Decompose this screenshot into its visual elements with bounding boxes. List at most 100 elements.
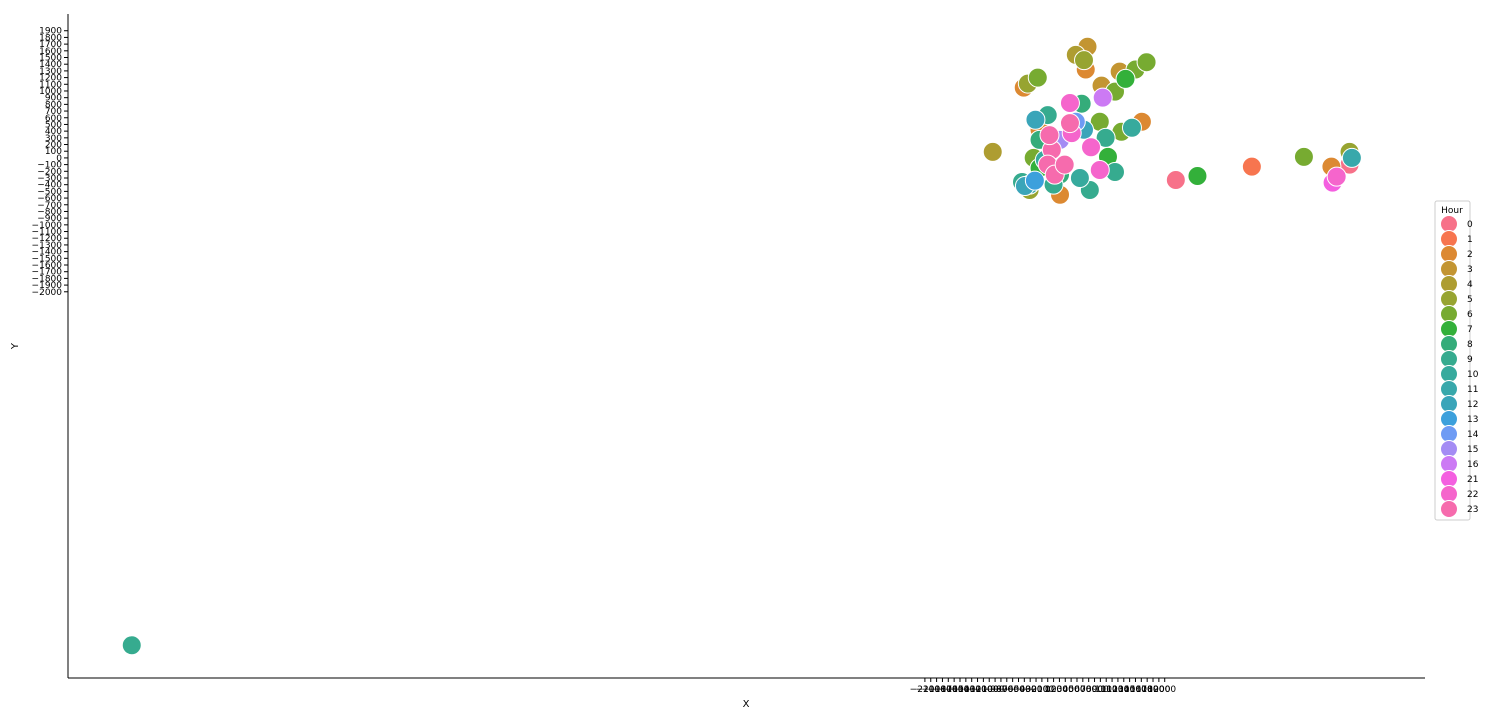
y-tick-label: −400 [37,181,62,191]
y-tick-label: 100 [45,147,62,157]
legend-swatch [1440,275,1458,293]
point [1059,93,1080,114]
x-tick-label: 1900 [1147,685,1170,695]
y-tick-label: 1200 [39,74,62,84]
legend-label: 1 [1467,235,1473,245]
y-tick-label: 200 [45,141,62,151]
x-tick-label: 900 [1092,685,1109,695]
legend-label: 21 [1467,475,1478,485]
y-tick-label: −1500 [32,254,63,264]
x-tick-label: 1800 [1142,685,1165,695]
x-tick-label: 1500 [1124,685,1147,695]
x-tick-label: 1400 [1118,685,1141,695]
x-tick-label: −800 [989,685,1014,695]
legend-label: 2 [1467,250,1473,260]
y-tick-label: 1100 [39,80,62,90]
legend-label: 16 [1467,460,1479,470]
point [1326,166,1347,187]
y-tick-label: 1500 [39,54,62,64]
y-tick-label: 800 [45,100,62,110]
point [1025,109,1046,130]
point [1027,67,1048,88]
x-tick-label: −200 [1024,685,1049,695]
point [1187,165,1208,186]
x-tick-label: −1600 [939,685,970,695]
y-tick-label: −1800 [32,274,63,284]
x-tick-label: 1600 [1130,685,1153,695]
legend-label: 12 [1467,400,1478,410]
point [1069,167,1090,188]
legend-swatch [1440,320,1458,338]
point [1073,50,1094,71]
point [1039,125,1060,146]
point [1136,52,1157,73]
x-tick-label: 800 [1086,685,1103,695]
x-tick-label: −1200 [962,685,993,695]
point [982,141,1003,162]
point [1081,137,1102,158]
x-tick-label: 200 [1051,685,1068,695]
legend-swatch [1440,470,1458,488]
y-tick-label: 400 [45,127,62,137]
legend-swatch [1440,410,1458,428]
y-tick-label: −600 [37,194,62,204]
legend-swatch [1440,290,1458,308]
point [1121,117,1142,138]
x-tick-label: −500 [1006,685,1031,695]
x-tick-label: 1100 [1101,685,1124,695]
y-axis-label: Y [10,342,21,350]
legend-swatch [1440,245,1458,263]
legend-label: 0 [1467,220,1473,230]
x-tick-label: 300 [1057,685,1074,695]
y-tick-label: 1900 [39,27,62,37]
legend-swatch [1440,230,1458,248]
x-tick-label: −2000 [916,685,947,695]
y-tick-label: −100 [37,161,62,171]
legend-swatch [1440,425,1458,443]
legend-label: 6 [1467,310,1473,320]
y-tick-label: 1700 [39,40,62,50]
x-tick-label: −600 [1000,685,1025,695]
x-tick-label: 1700 [1136,685,1159,695]
y-tick-label: 600 [45,114,62,124]
legend-label: 8 [1467,340,1473,350]
y-tick-label: 1400 [39,60,62,70]
legend-label: 13 [1467,415,1478,425]
x-tick-label: 2000 [1153,685,1176,695]
y-tick-label: 1300 [39,67,62,77]
x-axis-label: X [743,699,750,710]
legend-label: 22 [1467,490,1478,500]
x-tick-label: −1700 [933,685,964,695]
y-tick-label: −1300 [32,241,63,251]
y-tick-label: −700 [37,201,62,211]
y-tick-label: 1000 [39,87,62,97]
point [1341,147,1362,168]
y-tick-label: −1100 [32,228,63,238]
x-tick-label: −100 [1030,685,1055,695]
y-tick-label: 500 [45,120,62,130]
x-tick-label: −1400 [951,685,982,695]
point [1054,154,1075,175]
x-tick-label: 1000 [1095,685,1118,695]
legend-title: Hour [1441,206,1463,216]
x-tick-label: −400 [1012,685,1037,695]
legend-label: 4 [1467,280,1473,290]
y-tick-label: 0 [56,154,62,164]
legend-swatch [1440,455,1458,473]
x-tick-label: 600 [1074,685,1091,695]
y-tick-label: −1400 [32,248,63,258]
legend-label: 9 [1467,355,1473,365]
legend-swatch [1440,485,1458,503]
x-tick-label: −900 [983,685,1008,695]
x-tick-label: −1300 [956,685,987,695]
point [1089,159,1110,180]
legend-swatch [1440,335,1458,353]
y-tick-label: 700 [45,107,62,117]
legend-label: 10 [1467,370,1479,380]
legend-swatch [1440,305,1458,323]
legend-label: 3 [1467,265,1473,275]
y-tick-label: 300 [45,134,62,144]
x-tick-label: −1000 [974,685,1005,695]
legend-swatch [1440,395,1458,413]
legend-label: 11 [1467,385,1478,395]
